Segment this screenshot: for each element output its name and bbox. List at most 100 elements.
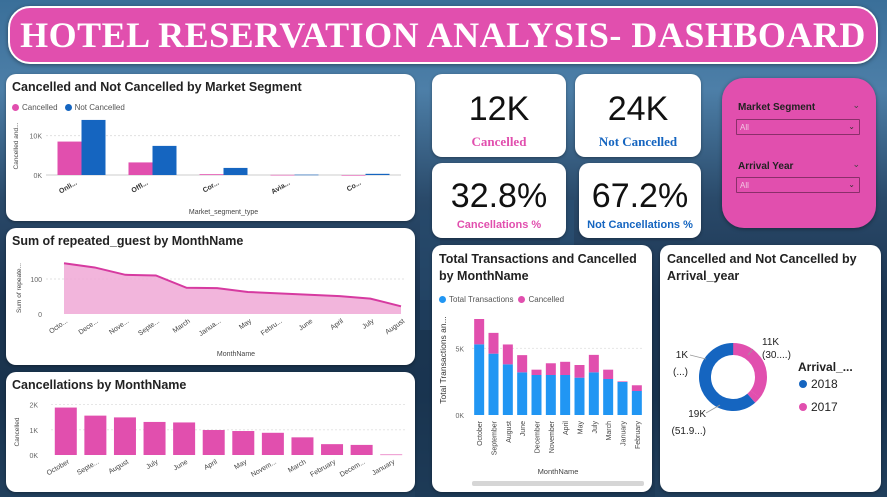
legend-label: 2018 — [811, 377, 838, 391]
x-tick-label: August — [108, 459, 130, 476]
chevron-down-icon[interactable]: ⌄ — [852, 159, 860, 169]
legend-swatch-cancelled — [518, 296, 526, 303]
repeated-guest-area-chart: 0 100 Sum of repeate... Octo... Dece... Nove.… — [16, 262, 406, 358]
bar-cancelled — [341, 175, 366, 176]
x-tick-label: August — [384, 318, 406, 336]
bar-cancelled — [588, 354, 599, 373]
chart-title: Cancelled and Not Cancelled by Market Se… — [12, 80, 302, 94]
y-tick-label: 0 — [38, 312, 42, 319]
y-tick-label: 0K — [33, 173, 42, 180]
kpi-value: 32.8% — [450, 177, 548, 215]
x-tick-label: April — [329, 318, 345, 332]
y-axis-title: Sum of repeate... — [16, 263, 23, 313]
total-transactions-panel: Total Transactions and Cancelled by Mont… — [432, 245, 652, 492]
market-segment-bar-chart: 0K 10K Cancelled and... Onli... Offl... Cor..… — [13, 119, 401, 216]
x-tick-label: May — [238, 318, 253, 332]
data-label: 1K — [676, 350, 689, 361]
x-tick-label: Offl... — [131, 180, 150, 195]
y-tick-label: 2K — [29, 403, 38, 410]
chart-title: Total Transactions and Cancelled by Mont… — [439, 252, 637, 283]
market-segment-slicer-label: Market Segment — [738, 102, 816, 113]
y-axis-title: Cancelled and... — [13, 122, 20, 169]
legend-label: Cancelled — [22, 103, 58, 112]
bar-total-transactions — [560, 375, 571, 415]
kpi-value: 67.2% — [591, 177, 689, 215]
x-axis-title: MonthName — [538, 467, 579, 476]
x-tick-label: June — [298, 318, 315, 333]
bar-total-transactions — [545, 375, 556, 415]
kpi-label: Not Cancelled — [598, 134, 678, 149]
y-axis-title: Total Transactions an... — [438, 316, 448, 403]
bar-total-transactions — [531, 375, 542, 415]
bar-not-cancelled — [223, 167, 248, 175]
y-tick-label: 5K — [455, 346, 464, 353]
legend-label: Not Cancelled — [74, 103, 125, 112]
chart-title: Cancelled and Not Cancelled by Arrival_y… — [667, 252, 857, 283]
bar-cancelled — [143, 421, 166, 455]
bar-cancelled — [232, 431, 255, 455]
bar-not-cancelled — [152, 145, 177, 175]
bar-total-transactions — [474, 344, 485, 415]
chevron-down-icon: ⌄ — [848, 122, 855, 131]
x-tick-label: May — [578, 421, 585, 435]
data-label: (...) — [673, 367, 688, 378]
kpi-cancel-pct-card: 32.8% Cancellations % — [432, 163, 566, 238]
donut-slice-other — [699, 343, 767, 411]
x-tick-label: Novem... — [250, 459, 278, 479]
x-tick-label: July — [592, 421, 599, 434]
x-tick-label: March — [172, 318, 192, 335]
bar-not-cancelled — [365, 173, 390, 175]
x-tick-label: Octo... — [48, 318, 69, 336]
y-tick-label: 0K — [455, 413, 464, 420]
legend-label: Total Transactions — [449, 295, 514, 304]
chart-legend: Total Transactions Cancelled — [439, 295, 564, 304]
bar-cancelled — [617, 381, 628, 382]
x-tick-label: Febru... — [260, 318, 284, 338]
bar-cancelled — [603, 369, 614, 379]
chart-title: Sum of repeated_guest by MonthName — [12, 234, 244, 248]
bar-total-transactions — [603, 379, 614, 415]
bar-total-transactions — [631, 391, 642, 415]
kpi-label: Cancellations % — [456, 219, 542, 231]
kpi-value: 12K — [468, 90, 530, 128]
market-segment-chart-panel: Cancelled and Not Cancelled by Market Se… — [6, 74, 415, 221]
bar-cancelled — [113, 417, 136, 455]
kpi-value: 24K — [607, 90, 669, 128]
bar-cancelled — [631, 385, 642, 391]
arrival-year-dropdown[interactable]: All ⌄ — [736, 177, 860, 193]
series-line — [63, 262, 402, 308]
dashboard-title: HOTEL RESERVATION ANALYSIS- DASHBOARD — [20, 15, 866, 55]
bar-cancelled — [531, 369, 542, 375]
bar-cancelled — [502, 344, 513, 365]
x-tick-label: April — [203, 458, 219, 471]
kpi-not-cancelled-card: 24K Not Cancelled — [575, 74, 701, 157]
horizontal-scrollbar — [472, 481, 644, 486]
legend-label: Cancelled — [528, 295, 565, 304]
bar-total-transactions — [588, 372, 599, 415]
leader-line — [747, 348, 754, 356]
x-tick-label: Avia... — [270, 180, 291, 196]
legend-swatch-not-cancelled — [64, 104, 72, 111]
market-segment-dropdown[interactable]: All ⌄ — [736, 119, 860, 135]
filter-slicer-panel: Market Segment ⌄ All ⌄ Arrival Year ⌄ Al… — [722, 78, 876, 228]
x-tick-label: September — [492, 420, 499, 455]
bar-cancelled — [474, 319, 485, 345]
legend-swatch-2018 — [799, 380, 807, 388]
x-tick-label: April — [563, 421, 570, 435]
data-label: (51.9...) — [672, 426, 706, 437]
y-tick-label: 1K — [29, 428, 38, 435]
donut-slice-2018 — [699, 343, 767, 411]
x-tick-label: February — [309, 458, 337, 478]
chart-title: Cancellations by MonthName — [12, 378, 187, 392]
data-label: 19K — [688, 409, 706, 420]
bar-cancelled — [261, 432, 284, 455]
x-tick-label: Septe... — [76, 459, 100, 477]
bar-cancelled — [560, 361, 571, 375]
leader-line — [689, 354, 707, 360]
x-tick-label: Decem... — [339, 459, 367, 479]
chevron-down-icon[interactable]: ⌄ — [852, 100, 860, 110]
legend-swatch-cancelled — [12, 104, 19, 111]
x-tick-label: March — [606, 421, 613, 441]
chevron-down-icon: ⌄ — [848, 180, 855, 189]
kpi-cancelled-card: 12K Cancelled — [432, 74, 566, 157]
